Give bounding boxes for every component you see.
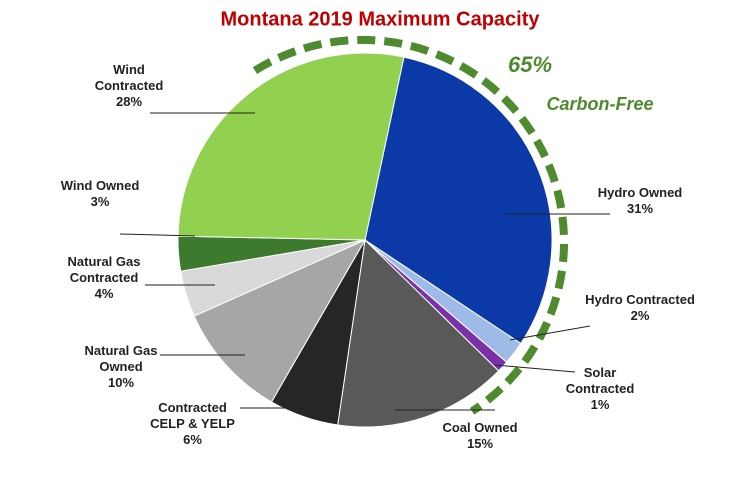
leader-line (509, 325, 591, 341)
value-label: 10% (107, 375, 135, 390)
slice-label: Contracted CELP & YELP 6% (145, 400, 240, 448)
category-label: Hydro Contracted (585, 292, 695, 307)
slice-label: Natural Gas Contracted 4% (55, 254, 153, 302)
slice-label: Wind Owned 3% (60, 178, 140, 210)
annotation: 65% (508, 52, 552, 77)
pie-slice (337, 238, 500, 428)
slice-label: Natural Gas Owned 10% (75, 343, 167, 391)
leader-line (119, 233, 196, 237)
category-label: Contracted CELP & YELP (150, 400, 235, 431)
carbon-free-arc (252, 35, 569, 415)
annotation: Carbon-Free (546, 94, 653, 114)
category-label: Natural Gas Owned (84, 343, 158, 374)
value-label: 28% (115, 94, 143, 109)
pie-slice (177, 52, 405, 241)
slice-label: Wind Contracted 28% (85, 62, 173, 110)
value-label: 6% (183, 432, 202, 447)
value-label: 3% (90, 194, 110, 209)
value-label: 4% (94, 286, 114, 301)
category-label: Hydro Owned (597, 185, 683, 200)
value-label: 31% (626, 201, 654, 216)
slice-label: Coal Owned 15% (430, 420, 530, 452)
category-label: Solar Contracted (565, 365, 635, 396)
pie-slice (193, 238, 367, 403)
category-label: Coal Owned (442, 420, 518, 435)
value-label: 1% (590, 397, 610, 412)
category-label: Wind Contracted (94, 62, 164, 93)
value-label: 2% (630, 308, 650, 323)
category-label: Natural Gas Contracted (67, 254, 141, 285)
value-label: 15% (466, 436, 494, 451)
slice-label: Solar Contracted 1% (560, 365, 640, 413)
slice-label: Hydro Contracted 2% (585, 292, 695, 324)
leader-line (494, 364, 576, 373)
chart-title: Montana 2019 Maximum Capacity (221, 8, 541, 30)
pie-slice (364, 56, 553, 345)
slice-label: Hydro Owned 31% (595, 185, 685, 217)
category-label: Wind Owned (60, 178, 140, 193)
